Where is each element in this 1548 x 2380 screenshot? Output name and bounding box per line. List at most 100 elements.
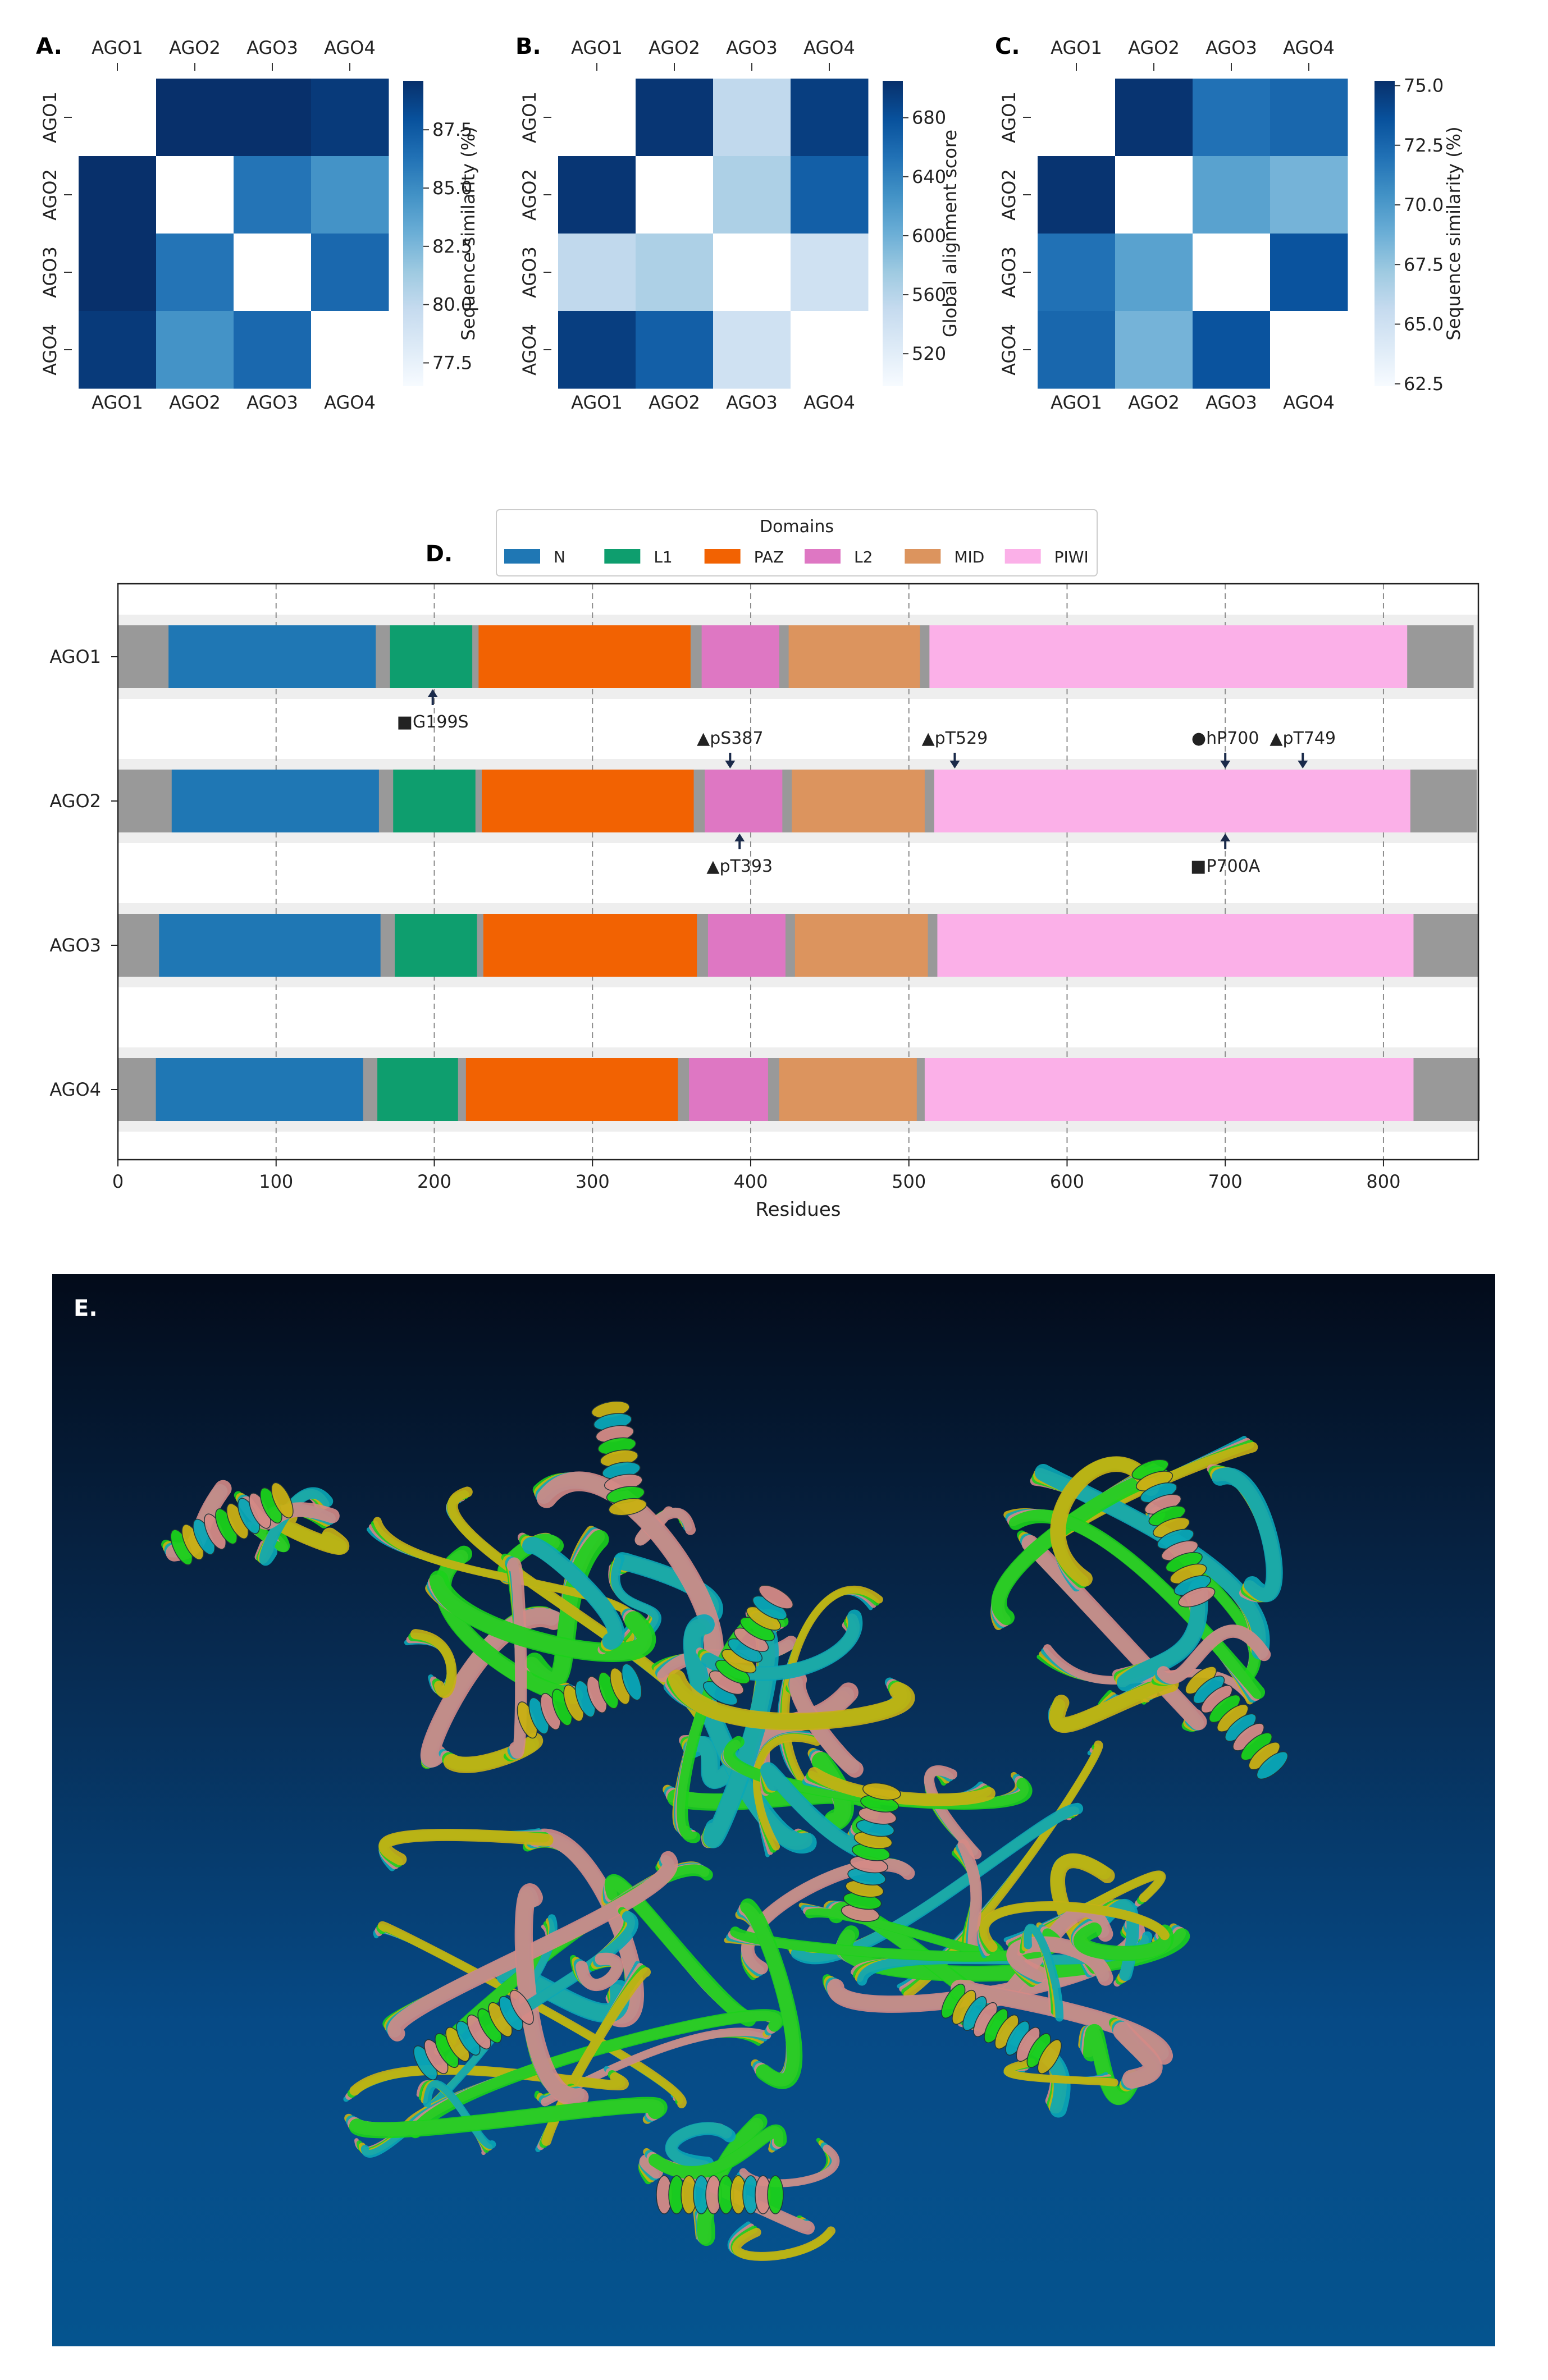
protein-ribbon xyxy=(429,1570,656,1662)
heatmap-bottom-label: AGO2 xyxy=(169,392,221,413)
panel-label-e: E. xyxy=(74,1296,98,1321)
heatmap-cell xyxy=(1270,234,1348,312)
alpha-helix xyxy=(413,1989,534,2081)
protein-label: AGO3 xyxy=(49,935,101,956)
legend: Domains N L1 PAZ L2 MID PIWI xyxy=(496,509,1098,576)
protein-ribbon xyxy=(1116,1578,1208,1692)
legend-swatch-paz xyxy=(704,549,741,564)
protein-ribbon xyxy=(1006,1936,1113,1986)
annotation-label: ●hP700 xyxy=(1191,729,1259,748)
protein-ribbon xyxy=(1099,1899,1139,1981)
heatmap-cell xyxy=(1115,156,1193,234)
domain-segment-paz xyxy=(482,770,694,832)
heatmap-left-label: AGO4 xyxy=(39,324,61,376)
annotation-label: ▲pT749 xyxy=(1270,729,1336,748)
domain-segment-mid xyxy=(788,625,920,688)
protein-ribbon xyxy=(703,1612,779,1848)
heatmap-top-label: AGO2 xyxy=(649,37,700,58)
domain-segment-mid xyxy=(792,770,925,832)
annotation-marker: ■P700A xyxy=(1190,834,1261,876)
heatmap-top-label: AGO4 xyxy=(324,37,376,58)
heatmap-cell xyxy=(636,311,714,389)
heatmap-bottom-label: AGO1 xyxy=(1051,392,1102,413)
protein-ribbon xyxy=(781,1585,883,1789)
axes-frame xyxy=(117,583,1479,1161)
annotation-label: ■P700A xyxy=(1190,857,1261,876)
protein-ribbon xyxy=(514,1883,589,2107)
annotation-label: ▲pS387 xyxy=(697,729,763,748)
heatmap-top-label: AGO1 xyxy=(1051,37,1102,58)
heatmap-cell xyxy=(1193,156,1271,234)
colorbar-tick-label: 70.0 xyxy=(1404,194,1444,216)
colorbar-tick-label: 520 xyxy=(912,343,946,364)
protein-ribbon xyxy=(443,1732,544,1773)
protein-ribbon xyxy=(604,1874,756,2027)
helix-turn xyxy=(767,2175,784,2214)
heatmap-cell xyxy=(79,311,157,389)
protein-ribbon xyxy=(409,2009,785,2139)
colorbar-tick-label: 62.5 xyxy=(1404,373,1444,395)
heatmap-bottom-label: AGO2 xyxy=(649,392,700,413)
heatmap-cell xyxy=(156,234,234,312)
heatmap-cell xyxy=(311,156,389,234)
helix-turn xyxy=(621,1663,642,1701)
heatmap-cell xyxy=(156,79,234,157)
heatmap-cell xyxy=(636,234,714,312)
panel-label-b: B. xyxy=(515,34,541,60)
heatmap-cell xyxy=(791,156,869,234)
domain-segment-n xyxy=(156,1058,363,1121)
heatmap-top-label: AGO3 xyxy=(1205,37,1257,58)
alpha-helix xyxy=(841,1782,901,1922)
protein-ribbon xyxy=(732,2226,835,2261)
annotation-arrowhead xyxy=(1298,761,1308,768)
colorbar xyxy=(883,81,903,386)
protein-ribbon xyxy=(1211,1467,1283,1602)
annotation-label: ■G199S xyxy=(397,712,469,732)
colorbar-tick-label: 560 xyxy=(912,284,946,305)
legend-swatch-l1 xyxy=(604,549,641,564)
heatmap-cell xyxy=(713,311,791,389)
protein-ribbon xyxy=(259,1487,334,1566)
colorbar-tick-label: 80.0 xyxy=(432,294,472,315)
colorbar-tick-label: 680 xyxy=(912,107,946,129)
annotation-arrowhead xyxy=(725,761,736,768)
protein-ribbon xyxy=(536,1471,724,1685)
colorbar xyxy=(1375,81,1395,386)
domain-segment-piwi xyxy=(937,914,1414,977)
ribbon-bundle xyxy=(161,1436,1283,2261)
heatmap-bottom-label: AGO1 xyxy=(92,392,143,413)
protein-ribbon xyxy=(576,1952,624,1992)
heatmap-top-label: AGO1 xyxy=(92,37,143,58)
heatmap-cell xyxy=(713,79,791,157)
alpha-helix xyxy=(517,1663,642,1739)
domain-segment-l1 xyxy=(390,625,473,688)
heatmap-top-label: AGO4 xyxy=(803,37,855,58)
legend-entry-label: L1 xyxy=(654,548,672,566)
heatmap-panels: A. AGO1 AGO1 AGO1 AGO2 AGO2 AGO2 AGO3 AGO3 AGO3 AG… xyxy=(36,34,1464,413)
domain-segment-l1 xyxy=(377,1058,458,1121)
heatmap-cell xyxy=(1115,234,1193,312)
heatmap-cell xyxy=(713,234,791,312)
domain-segment-piwi xyxy=(929,625,1408,688)
legend-swatch-l2 xyxy=(805,549,841,564)
protein-ribbon xyxy=(541,2027,771,2107)
domain-segment-piwi xyxy=(924,1058,1414,1121)
heatmap-bottom-label: AGO3 xyxy=(246,392,298,413)
protein-ribbon xyxy=(506,1557,527,1759)
legend-entry-label: L2 xyxy=(854,548,873,566)
protein-ribbon xyxy=(979,1901,1170,1952)
domain-segment-n xyxy=(171,770,379,832)
figure-panels-a-to-d: A. AGO1 AGO1 AGO1 AGO2 AGO2 AGO2 AGO3 AGO3 AGO3 AG… xyxy=(36,34,1480,1221)
x-tick-label: 0 xyxy=(112,1171,124,1192)
heatmap-cell xyxy=(1270,79,1348,157)
heatmap-bottom-label: AGO4 xyxy=(803,392,855,413)
domain-segment-piwi xyxy=(934,770,1410,832)
protein-ribbon xyxy=(1023,1924,1064,2022)
protein-ribbon xyxy=(410,1629,457,1699)
domain-architecture-chart: D. AGO1 AGO2 AGO3 AGO4 ■G199S ▲pS387 ▲pT529 ●hP7… xyxy=(49,509,1480,1221)
heatmap-cell xyxy=(234,311,312,389)
heatmap-cell xyxy=(156,156,234,234)
colorbar-tick-label: 72.5 xyxy=(1404,135,1444,156)
x-tick-label: 700 xyxy=(1208,1171,1243,1192)
heatmap-bottom-label: AGO1 xyxy=(571,392,623,413)
